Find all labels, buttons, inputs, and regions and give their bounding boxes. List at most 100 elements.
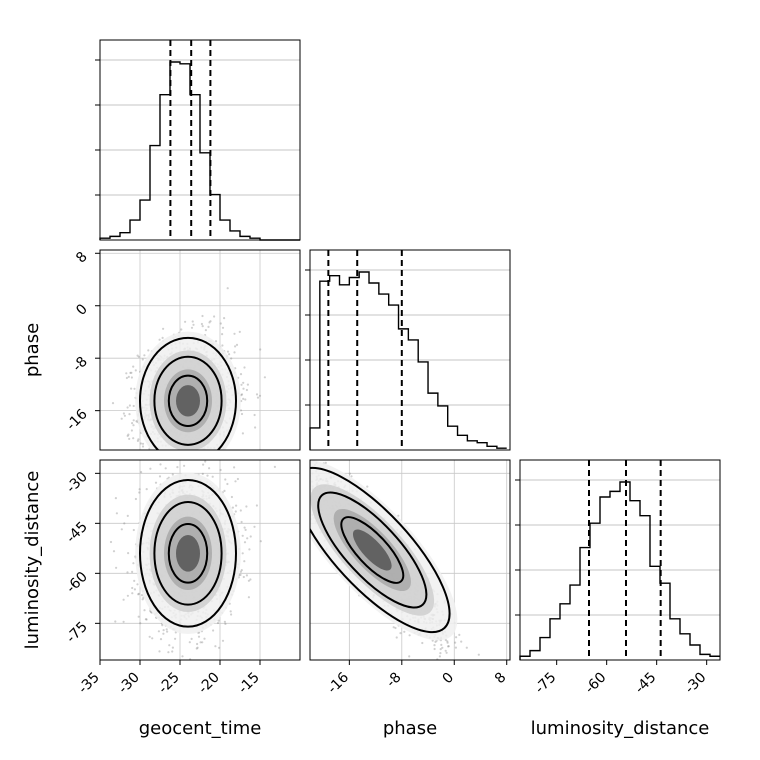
sample-point xyxy=(289,438,291,440)
sample-point xyxy=(172,457,174,459)
sample-point xyxy=(161,624,164,627)
contour-line xyxy=(340,516,405,584)
sample-point xyxy=(213,456,215,458)
sample-point xyxy=(134,497,137,501)
sample-point xyxy=(296,483,298,485)
sample-point xyxy=(90,398,92,400)
sample-point xyxy=(439,648,442,651)
sample-point xyxy=(455,636,458,639)
sample-point xyxy=(280,420,282,422)
axis-labels: geocent_time phase luminosity_distance p… xyxy=(22,323,709,739)
sample-point xyxy=(241,534,244,537)
sample-point xyxy=(434,640,437,644)
density-fill xyxy=(352,529,392,571)
sample-point xyxy=(286,465,288,467)
sample-point xyxy=(120,528,123,531)
sample-point xyxy=(226,287,229,290)
sample-point xyxy=(143,354,146,357)
sample-point xyxy=(240,394,243,397)
sample-point xyxy=(296,481,298,483)
sample-point xyxy=(348,472,351,475)
sample-point xyxy=(167,651,170,654)
sample-point xyxy=(130,376,133,379)
sample-point xyxy=(122,620,125,623)
sample-point xyxy=(350,475,353,478)
density-fill xyxy=(176,535,200,572)
sample-point xyxy=(192,677,194,679)
panel-frame xyxy=(99,459,301,661)
x-tick-label-phase: 8 xyxy=(492,670,510,688)
sample-point xyxy=(290,487,292,489)
sample-point xyxy=(292,442,294,444)
x-axis-label-luminosity-distance: luminosity_distance xyxy=(531,718,710,739)
sample-point xyxy=(463,674,465,676)
sample-point xyxy=(239,570,242,573)
y-tick-label-phase: -8 xyxy=(70,354,91,375)
panel-content xyxy=(90,250,300,471)
sample-point xyxy=(243,560,246,563)
sample-point xyxy=(259,348,262,351)
sample-point xyxy=(240,412,244,416)
sample-point xyxy=(211,475,214,478)
sample-point xyxy=(307,451,309,453)
sample-point xyxy=(291,476,293,478)
y-axis-label-luminosity-distance: luminosity_distance xyxy=(22,471,43,650)
y-tick-label-phase: -16 xyxy=(63,406,91,434)
sample-point xyxy=(122,412,125,415)
sample-point xyxy=(240,393,244,396)
sample-point xyxy=(433,644,436,647)
sample-point xyxy=(130,387,133,390)
sample-point xyxy=(240,569,243,572)
sample-point xyxy=(454,641,457,644)
x-tick-label-geocent-time: -25 xyxy=(155,670,182,697)
density-fill xyxy=(176,385,200,417)
sample-point xyxy=(140,471,143,474)
sample-point xyxy=(190,326,194,329)
sample-point xyxy=(114,497,117,500)
panel-frame xyxy=(519,459,721,661)
y-axis-label-phase: phase xyxy=(22,323,43,377)
sample-point xyxy=(162,327,165,330)
sample-point xyxy=(197,465,199,467)
sample-point xyxy=(181,655,184,658)
sample-point xyxy=(224,478,227,481)
sample-point xyxy=(197,635,201,638)
sample-point xyxy=(132,424,135,427)
sample-point xyxy=(403,630,406,633)
sample-point xyxy=(194,452,196,454)
sample-point xyxy=(171,650,174,653)
joint-luminosity_distance_vs_phase xyxy=(280,420,510,689)
sample-point xyxy=(184,469,186,471)
sample-point xyxy=(444,638,447,642)
sample-point xyxy=(168,644,171,647)
sample-point xyxy=(397,514,400,517)
sample-point xyxy=(446,640,449,643)
sample-point xyxy=(148,635,151,638)
sample-point xyxy=(441,646,444,649)
sample-point xyxy=(245,505,248,508)
sample-point xyxy=(123,414,126,417)
sample-point xyxy=(185,464,187,466)
sample-point xyxy=(120,417,123,420)
joint-luminosity_distance_vs_geocent_time xyxy=(100,460,300,679)
sample-point xyxy=(176,457,178,459)
sample-point xyxy=(130,371,133,374)
sample-point xyxy=(174,637,177,640)
sample-point xyxy=(221,333,224,336)
sample-point xyxy=(218,646,221,649)
sample-point xyxy=(137,465,139,467)
sample-point xyxy=(216,621,220,625)
sample-point xyxy=(241,432,244,435)
sample-point xyxy=(141,445,145,448)
sample-point xyxy=(438,655,441,658)
sample-point xyxy=(242,575,245,579)
sample-point xyxy=(114,620,117,623)
sample-point xyxy=(136,439,139,442)
sample-point xyxy=(455,687,457,689)
sample-point xyxy=(112,550,116,553)
sample-point xyxy=(137,615,140,618)
sample-point xyxy=(297,476,299,478)
sample-point xyxy=(183,464,186,467)
sample-point xyxy=(179,453,181,455)
